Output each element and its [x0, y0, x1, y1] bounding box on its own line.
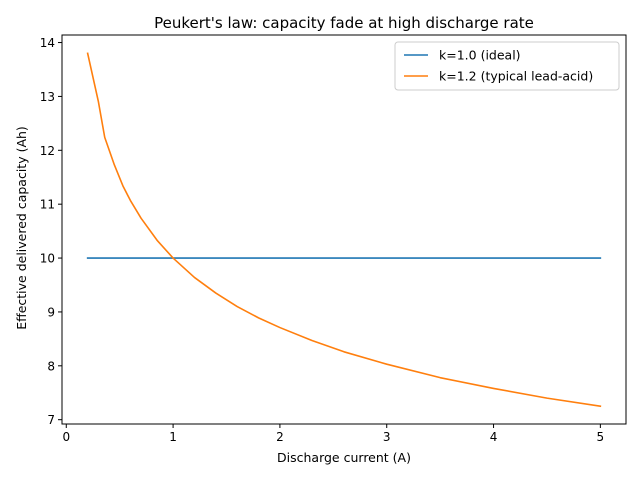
x-axis-ticks: 0 1 2 3 4 5 — [62, 424, 604, 444]
legend: k=1.0 (ideal) k=1.2 (typical lead-acid) — [394, 41, 620, 91]
legend-label-2: k=1.2 (typical lead-acid) — [439, 69, 593, 84]
x-tick-label: 5 — [597, 430, 605, 444]
y-tick-label: 11 — [40, 198, 55, 212]
series-line-2 — [86, 52, 602, 408]
y-tick-label: 8 — [47, 359, 55, 373]
x-tick-label: 2 — [276, 430, 284, 444]
x-tick-label: 1 — [169, 430, 177, 444]
x-tick-label: 4 — [490, 430, 498, 444]
y-tick-label: 9 — [47, 305, 55, 319]
chart-title: Peukert's law: capacity fade at high dis… — [154, 14, 534, 32]
y-axis-label: Effective delivered capacity (Ah) — [14, 126, 29, 330]
legend-label-1: k=1.0 (ideal) — [439, 48, 521, 63]
y-tick-label: 13 — [40, 90, 55, 104]
x-tick-label: 3 — [383, 430, 391, 444]
y-tick-label: 12 — [40, 144, 55, 158]
y-tick-label: 10 — [40, 252, 55, 266]
legend-box — [394, 41, 620, 91]
y-axis-ticks: 7 8 9 10 11 12 13 14 — [40, 36, 62, 427]
y-tick-label: 7 — [47, 413, 55, 427]
series-layer — [86, 52, 602, 408]
plot-frame — [61, 34, 627, 425]
x-tick-label: 0 — [62, 430, 70, 444]
x-axis-label: Discharge current (A) — [277, 450, 411, 465]
y-tick-label: 14 — [40, 36, 55, 50]
